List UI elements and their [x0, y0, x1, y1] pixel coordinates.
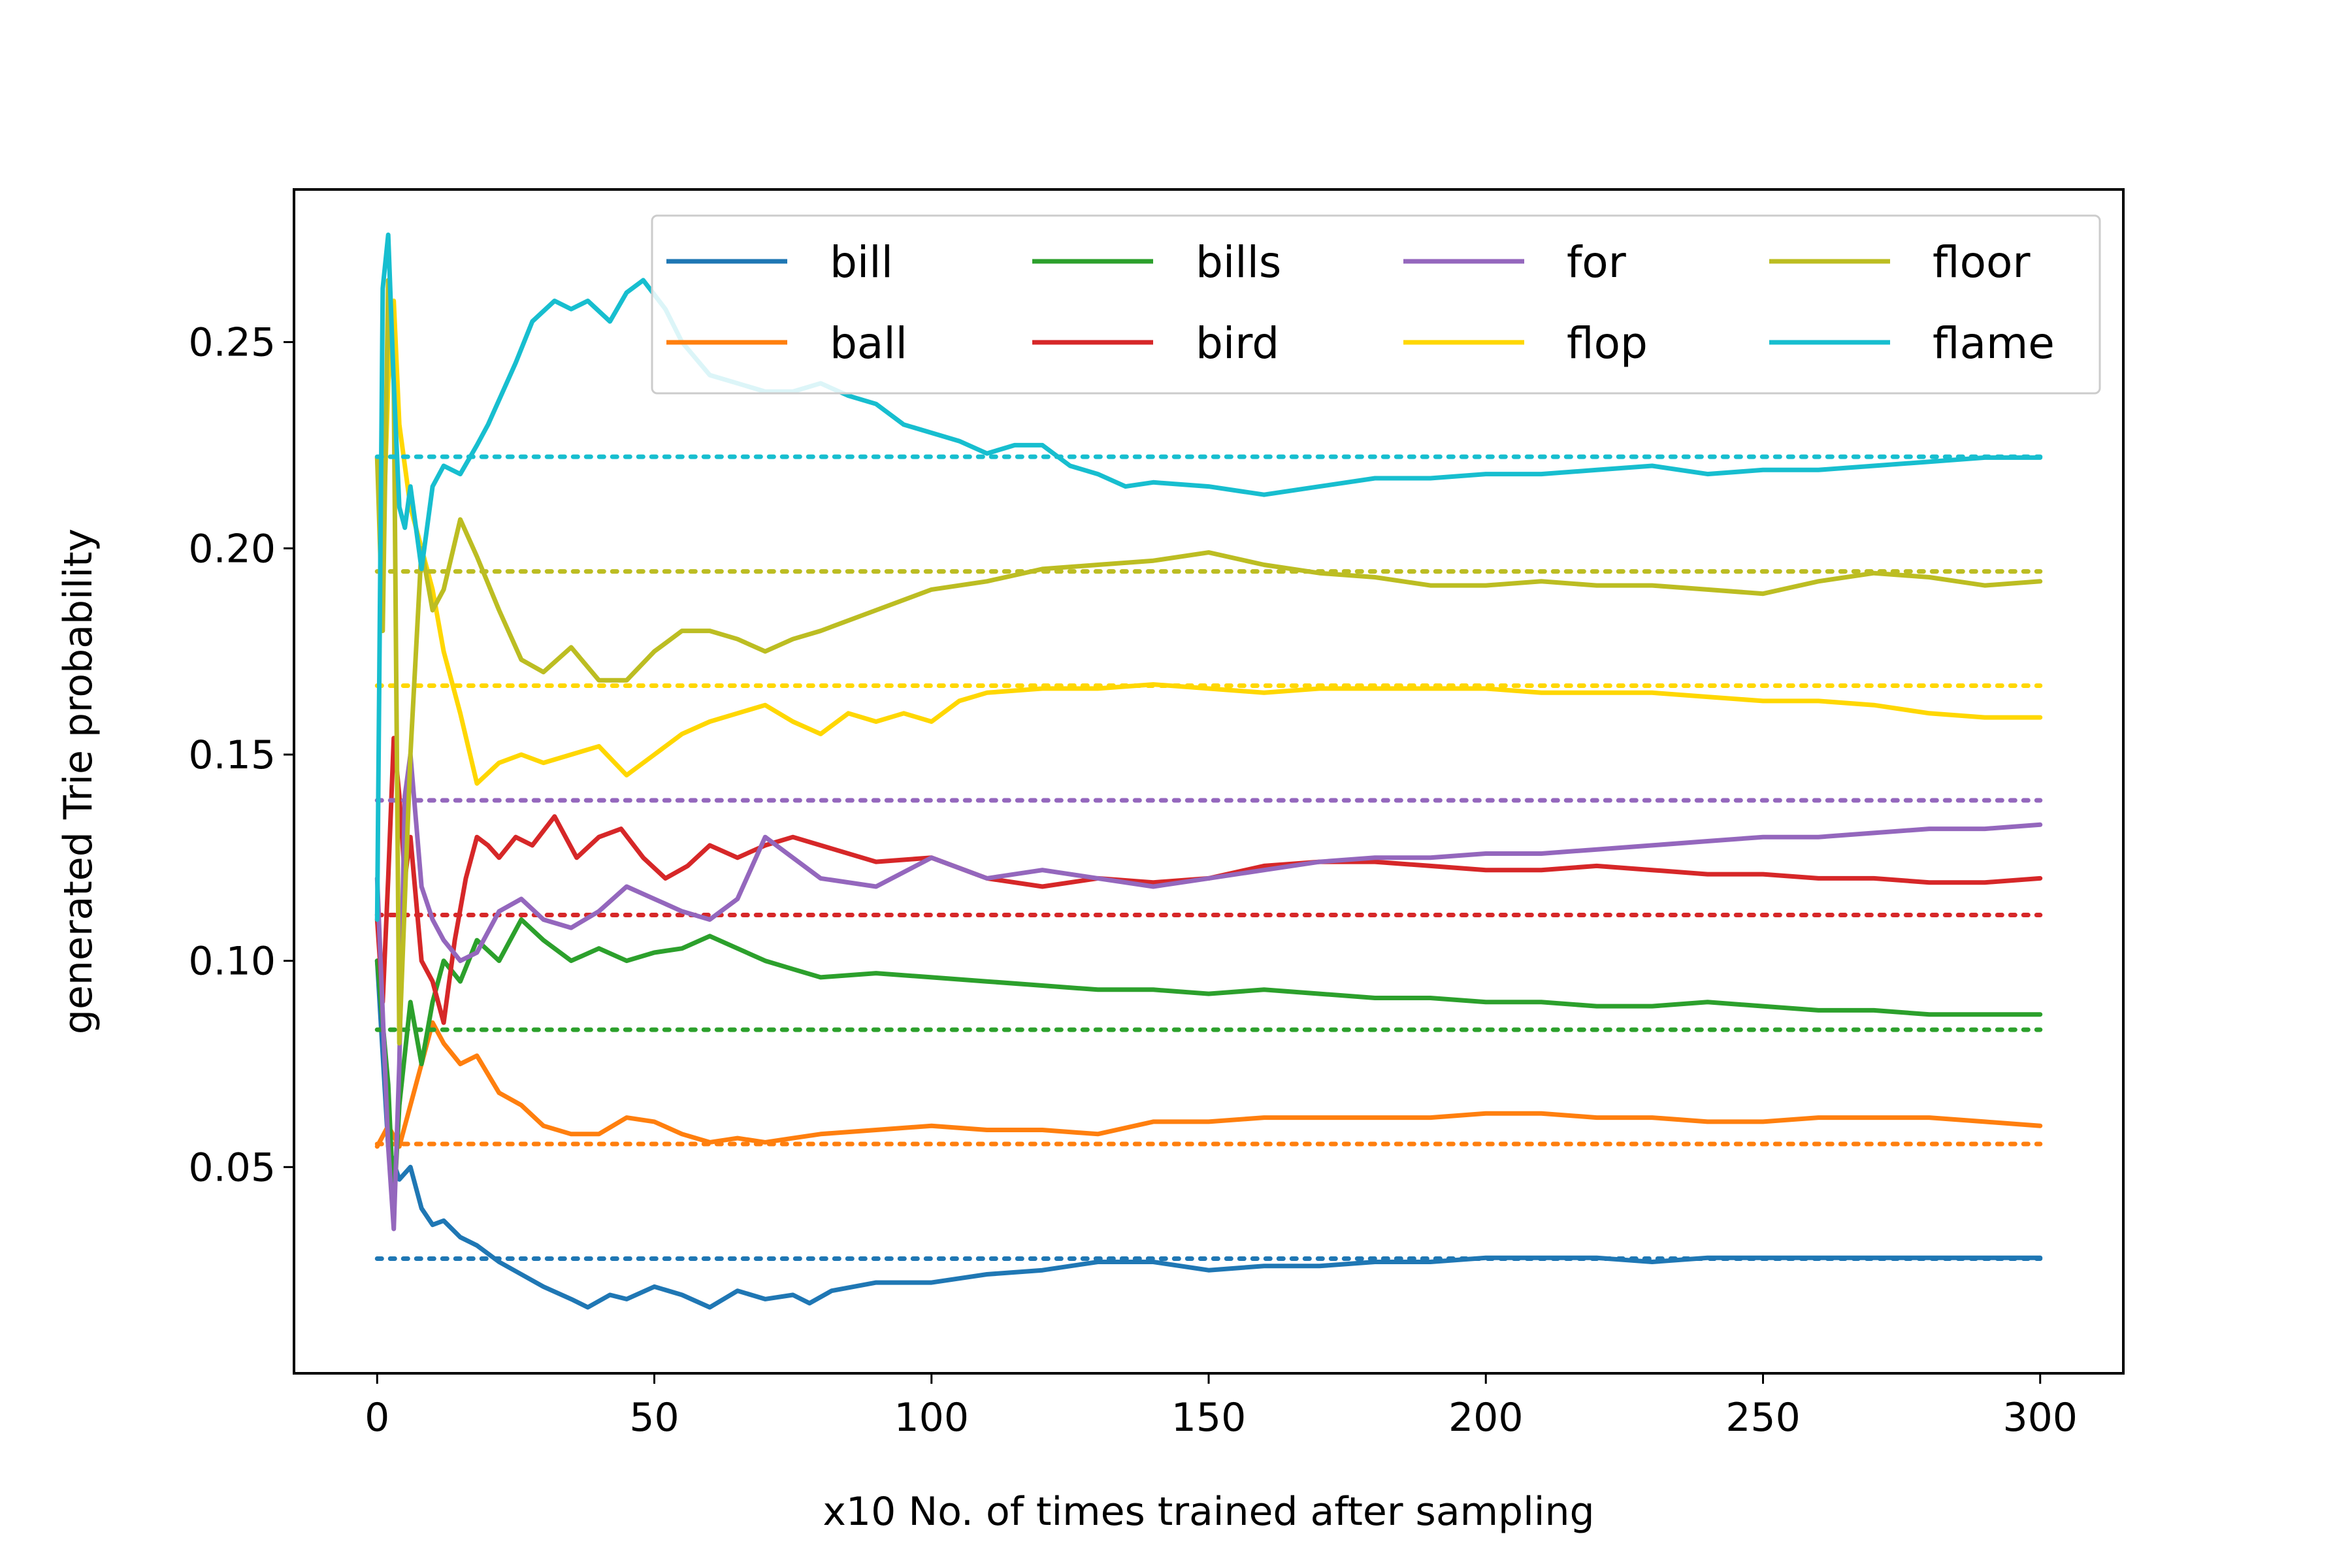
legend-box [651, 214, 2101, 395]
x-axis-title: x10 No. of times trained after sampling [823, 1489, 1594, 1535]
x-tick-label-250: 250 [1725, 1395, 1801, 1441]
y-tick-label-0.10: 0.10 [188, 939, 276, 985]
legend-label-bill: bill [830, 237, 893, 287]
legend-label-floor: floor [1933, 237, 2031, 287]
x-tick-label-150: 150 [1171, 1395, 1247, 1441]
y-axis: 0.05 0.10 0.15 0.20 0.25 [188, 320, 294, 1190]
y-tick-label-0.05: 0.05 [188, 1145, 276, 1190]
series-line-bill [374, 958, 2043, 1310]
y-tick-label-0.25: 0.25 [188, 320, 276, 366]
legend-label-flop: flop [1567, 318, 1648, 368]
x-tick-label-0: 0 [365, 1395, 389, 1441]
series-line-bird [374, 736, 2043, 1025]
series-line-for [374, 752, 2043, 1232]
y-tick-label-0.15: 0.15 [188, 732, 276, 778]
legend-label-for: for [1567, 237, 1627, 287]
series-line-ball [374, 1020, 2043, 1149]
x-axis: 0 50 100 150 200 250 300 [365, 1373, 2078, 1441]
legend-label-ball: ball [830, 318, 907, 368]
legend-label-bills: bills [1196, 237, 1281, 287]
x-tick-label-50: 50 [629, 1395, 679, 1441]
legend-label-bird: bird [1196, 318, 1279, 368]
x-tick-label-100: 100 [894, 1395, 969, 1441]
series-layer [374, 232, 2043, 1310]
x-tick-label-200: 200 [1448, 1395, 1524, 1441]
legend-label-flame: flame [1933, 318, 2055, 368]
y-tick-label-0.20: 0.20 [188, 526, 276, 572]
y-axis-title: generated Trie probability [56, 529, 101, 1034]
x-tick-label-300: 300 [2002, 1395, 2078, 1441]
series-line-flop [374, 299, 2043, 786]
legend: bill ball bills bird for flop floor flame [651, 214, 2101, 395]
series-line-floor [374, 278, 2043, 1046]
